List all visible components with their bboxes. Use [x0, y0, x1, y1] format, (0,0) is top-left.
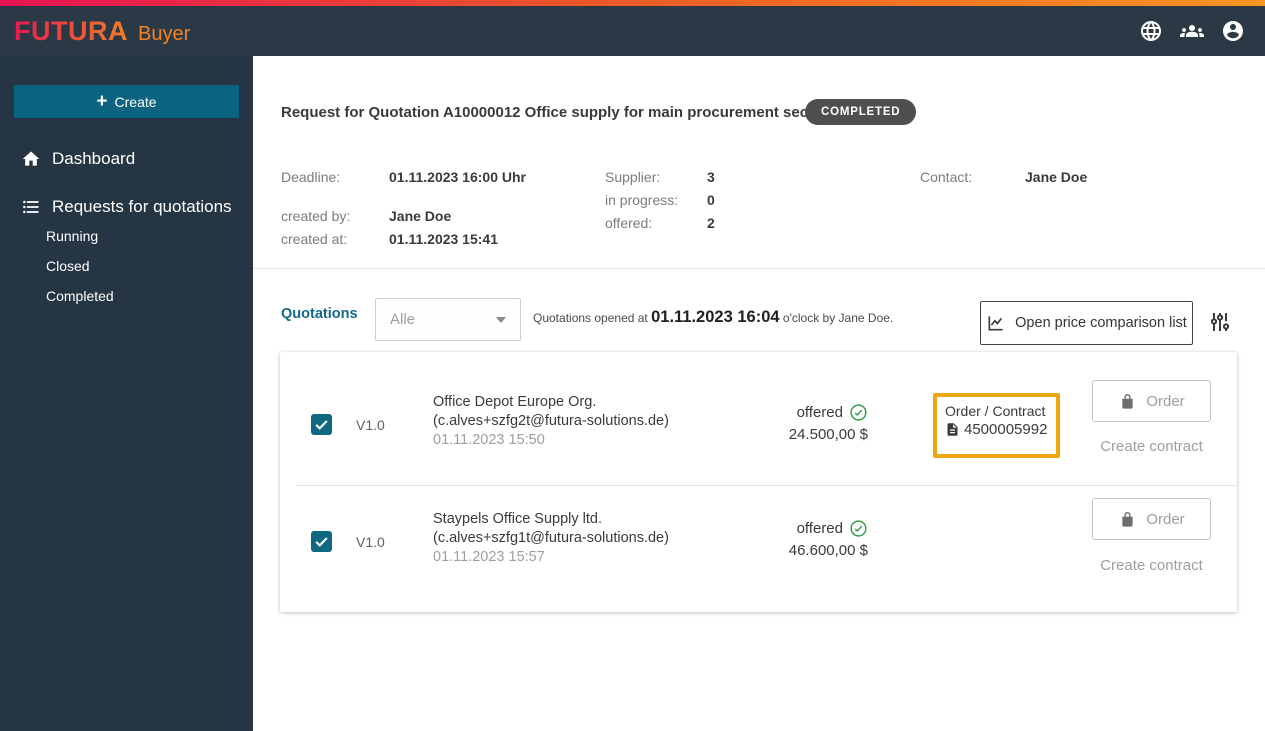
chart-icon: [986, 313, 1006, 333]
quotations-opened-text: Quotations opened at 01.11.2023 16:04 o'…: [533, 308, 893, 327]
created-by-label: created by:: [281, 208, 351, 224]
created-at-value: 01.11.2023 15:41: [389, 231, 498, 247]
document-icon: [945, 422, 960, 437]
sidebar-item-completed[interactable]: Completed: [46, 288, 114, 304]
main-content: Request for Quotation A10000012 Office s…: [253, 56, 1265, 731]
offered-label: offered:: [605, 215, 653, 231]
order-contract-box[interactable]: Order / Contract 4500005992: [933, 393, 1060, 458]
create-contract-link[interactable]: Create contract: [1100, 438, 1203, 455]
supplier-name: Office Depot Europe Org.: [433, 394, 597, 410]
tune-icon[interactable]: [1208, 310, 1232, 334]
supplier-email: (c.alves+szfg2t@futura-solutions.de): [433, 413, 669, 429]
offer-amount: 46.600,00 $: [788, 542, 868, 559]
app-logo: FUTURA Buyer: [14, 16, 190, 47]
offer-status-text: offered: [796, 520, 843, 537]
top-bar: FUTURA Buyer: [0, 6, 1265, 56]
quotations-filter-value: Alle: [390, 311, 416, 328]
offered-value: 2: [707, 215, 715, 231]
quotation-version: V1.0: [356, 417, 385, 433]
sidebar-item-requests-for-quotations[interactable]: Requests for quotations: [0, 192, 253, 222]
offer-status-block: offered 46.600,00 $: [748, 519, 868, 559]
quotation-checkbox[interactable]: [311, 531, 332, 552]
open-price-comparison-button[interactable]: Open price comparison list: [980, 301, 1193, 345]
quotation-date: 01.11.2023 15:57: [433, 549, 545, 565]
supplier-value: 3: [707, 169, 715, 185]
quotations-section-label: Quotations: [281, 306, 358, 322]
sidebar-item-closed[interactable]: Closed: [46, 258, 90, 274]
opened-suffix: o'clock by Jane Doe.: [779, 311, 894, 325]
create-button-label: Create: [114, 93, 157, 110]
order-button[interactable]: Order: [1092, 380, 1211, 422]
create-button[interactable]: + Create: [14, 85, 239, 118]
sidebar: + Create Dashboard Requests for quotatio…: [0, 56, 253, 731]
supplier-block: Office Depot Europe Org. (c.alves+szfg2t…: [433, 393, 669, 450]
supplier-email: (c.alves+szfg1t@futura-solutions.de): [433, 530, 669, 546]
check-circle-icon: [849, 403, 868, 422]
plus-icon: +: [96, 91, 108, 112]
offer-status-text: offered: [796, 404, 843, 421]
status-badge: COMPLETED: [805, 99, 917, 125]
sidebar-item-running[interactable]: Running: [46, 228, 99, 244]
topbar-icons: [1139, 19, 1245, 43]
order-button-label: Order: [1146, 392, 1185, 410]
order-contract-number[interactable]: 4500005992: [964, 421, 1048, 438]
supplier-name: Staypels Office Supply ltd.: [433, 511, 602, 527]
users-icon[interactable]: [1180, 19, 1204, 43]
supplier-label: Supplier:: [605, 169, 661, 185]
globe-icon[interactable]: [1139, 19, 1163, 43]
sidebar-item-label: Requests for quotations: [52, 197, 232, 216]
section-divider: [253, 268, 1265, 269]
bag-icon: [1118, 392, 1137, 411]
brand-name: FUTURA: [14, 15, 128, 46]
supplier-block: Staypels Office Supply ltd. (c.alves+szf…: [433, 510, 669, 567]
order-contract-label: Order / Contract: [945, 403, 1046, 419]
sidebar-item-dashboard[interactable]: Dashboard: [0, 144, 253, 174]
home-icon: [21, 149, 41, 169]
price-button-label: Open price comparison list: [1015, 315, 1187, 331]
in-progress-label: in progress:: [605, 192, 679, 208]
quotation-version: V1.0: [356, 534, 385, 550]
quotations-filter-select[interactable]: Alle: [375, 298, 521, 341]
quotations-card: V1.0 Office Depot Europe Org. (c.alves+s…: [280, 352, 1237, 612]
page-title: Request for Quotation A10000012 Office s…: [281, 104, 836, 121]
order-button-label: Order: [1146, 510, 1185, 528]
in-progress-value: 0: [707, 192, 715, 208]
brand-gradient-stripe: [0, 0, 1265, 6]
deadline-label: Deadline:: [281, 169, 341, 185]
bag-icon: [1118, 510, 1137, 529]
quotation-checkbox[interactable]: [311, 414, 332, 435]
list-icon: [21, 197, 41, 217]
order-button[interactable]: Order: [1092, 498, 1211, 540]
account-icon[interactable]: [1221, 19, 1245, 43]
created-at-label: created at:: [281, 231, 348, 247]
contact-value: Jane Doe: [1025, 169, 1088, 185]
sidebar-item-label: Dashboard: [52, 149, 136, 168]
brand-product: Buyer: [137, 22, 191, 45]
offer-amount: 24.500,00 $: [788, 426, 868, 443]
create-contract-link[interactable]: Create contract: [1100, 557, 1203, 574]
quotation-date: 01.11.2023 15:50: [433, 432, 545, 448]
opened-prefix: Quotations opened at: [533, 311, 652, 325]
deadline-value: 01.11.2023 16:00 Uhr: [389, 169, 526, 185]
offer-status-block: offered 24.500,00 $: [748, 403, 868, 443]
created-by-value: Jane Doe: [389, 208, 452, 224]
opened-time: 01.11.2023 16:04: [651, 308, 780, 326]
contact-label: Contact:: [920, 169, 973, 185]
row-divider: [296, 485, 1237, 486]
chevron-down-icon: [496, 316, 506, 323]
check-circle-icon: [849, 519, 868, 538]
